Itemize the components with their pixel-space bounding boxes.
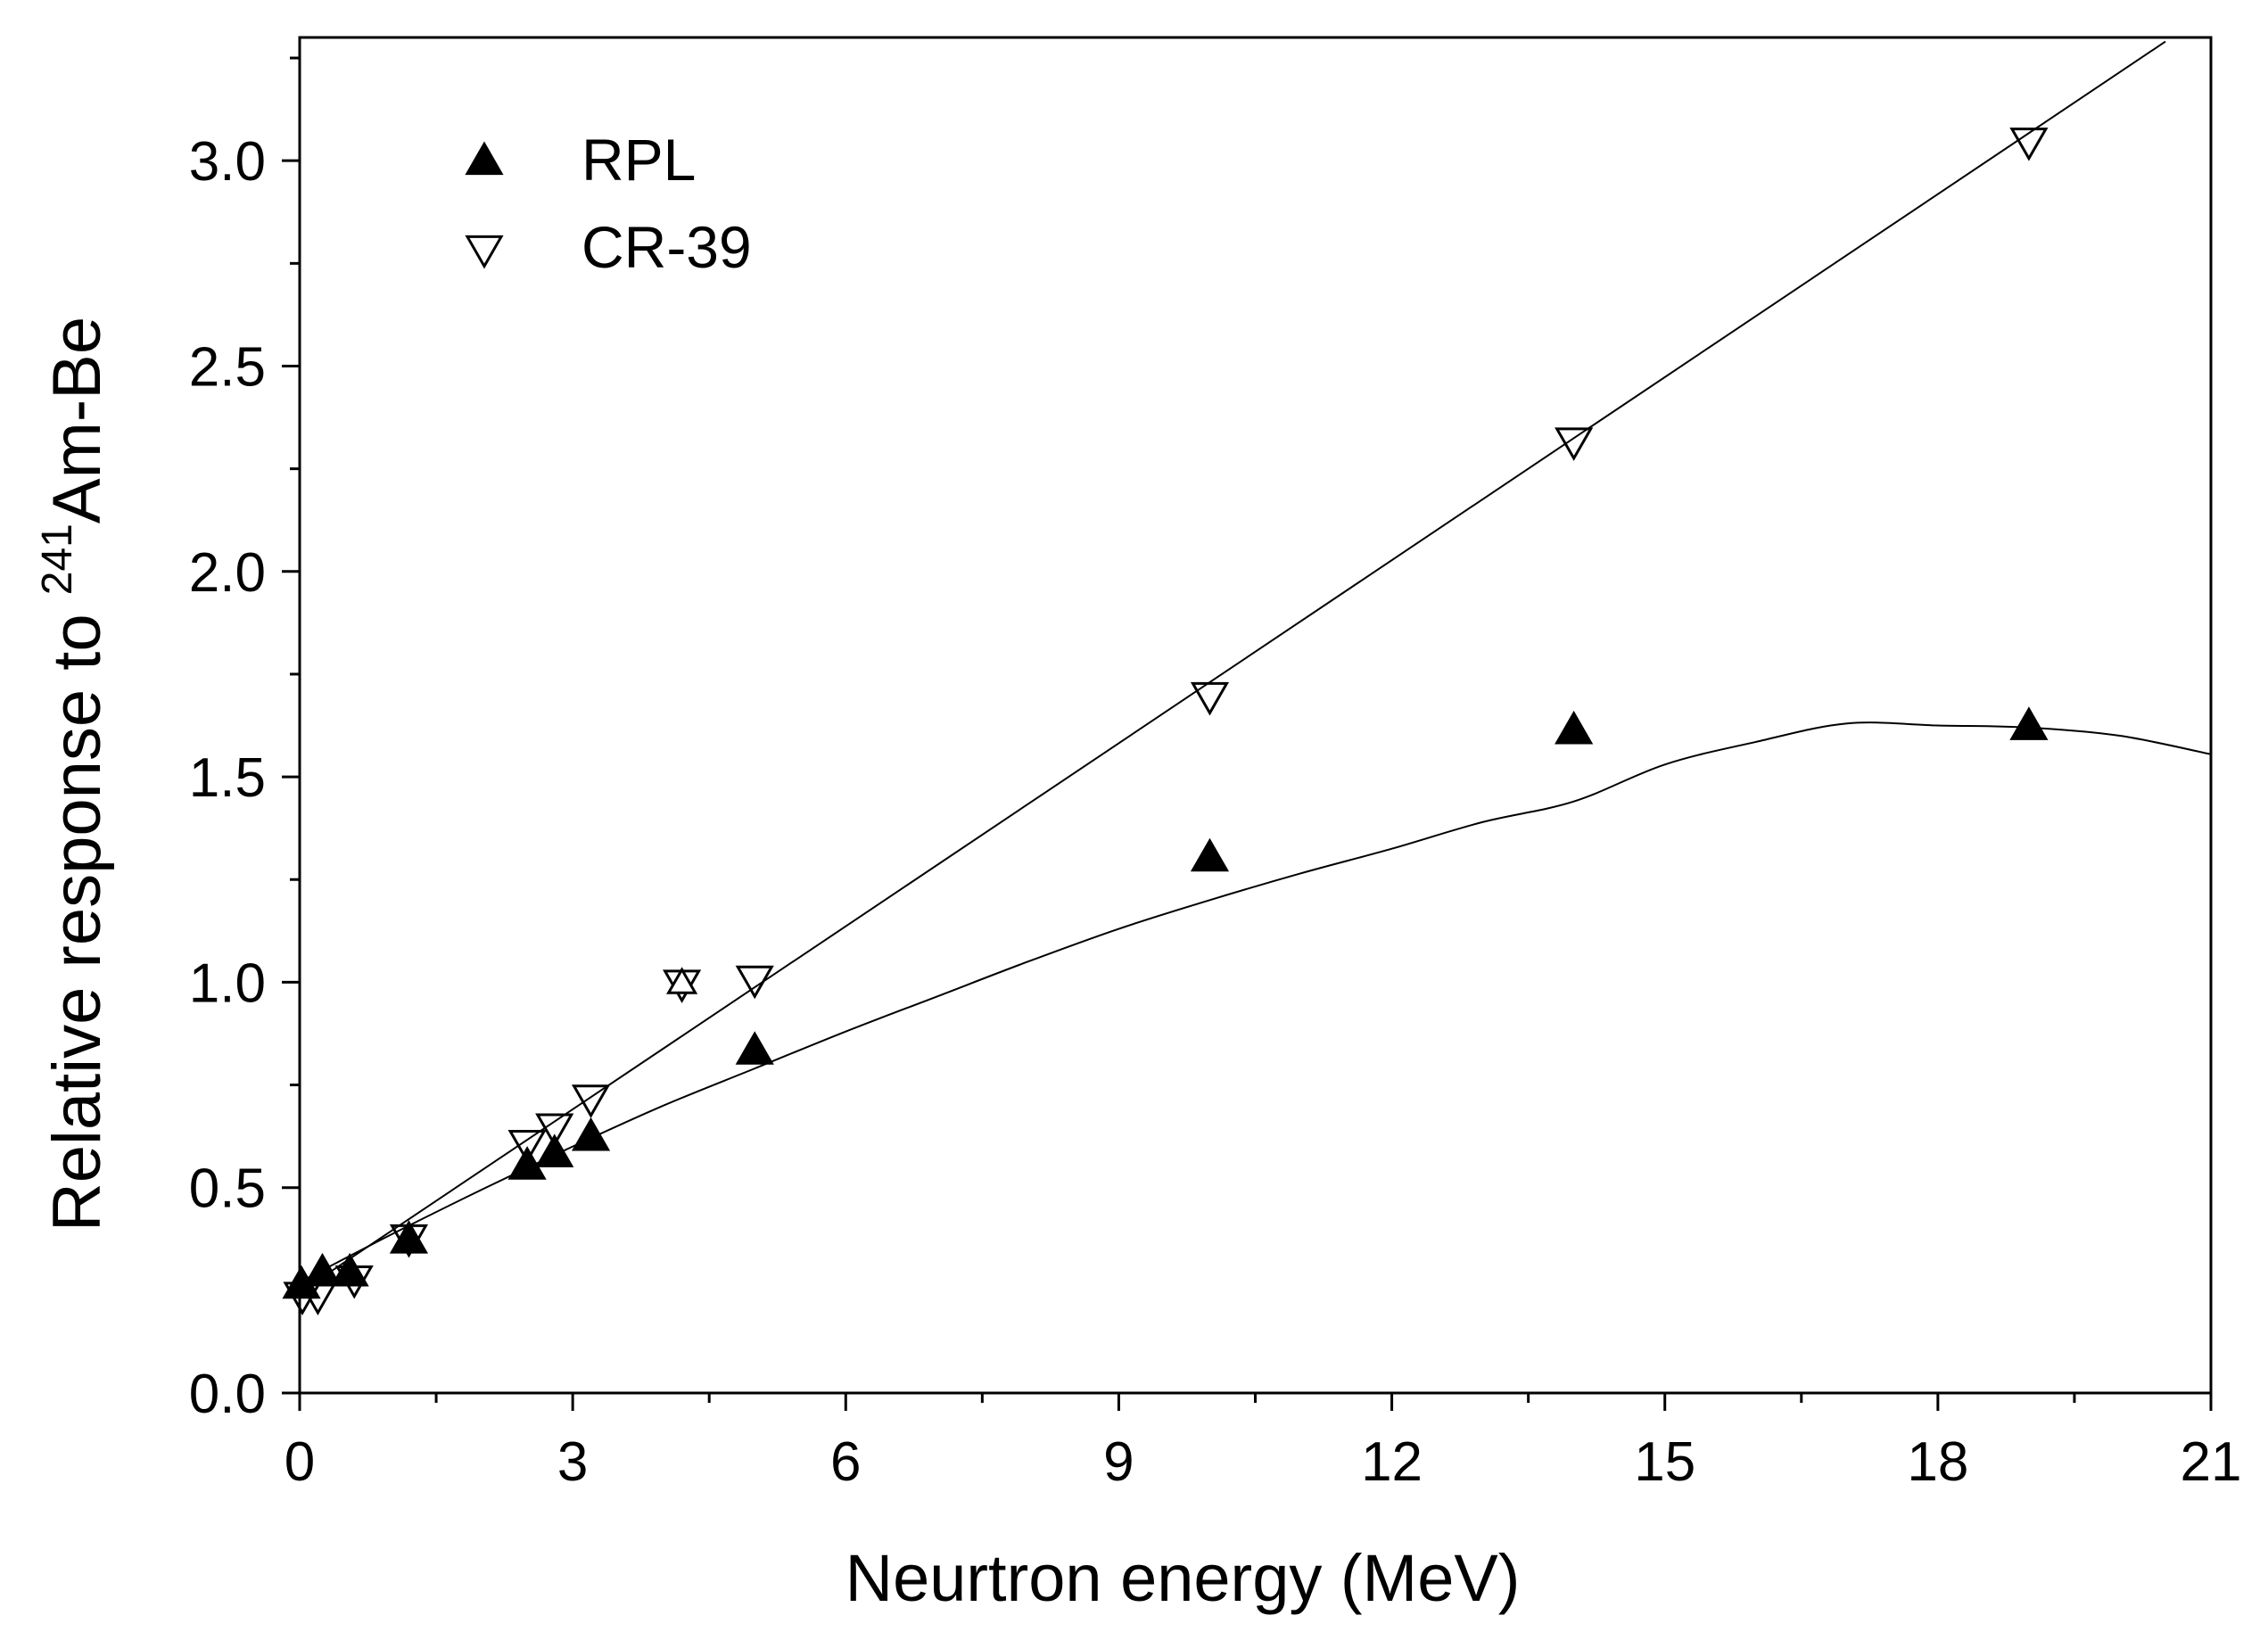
point-rpl bbox=[2009, 706, 2049, 740]
y-tick-label: 0.0 bbox=[189, 1364, 266, 1425]
point-cr-39 bbox=[298, 1282, 338, 1315]
y-axis-label: Relative response to 241Am-Be bbox=[34, 317, 115, 1232]
y-axis-label-prefix: Relative response to bbox=[39, 595, 115, 1232]
overlay-triangle-up bbox=[666, 967, 698, 994]
point-rpl bbox=[302, 1252, 342, 1287]
point-rpl bbox=[571, 1117, 611, 1151]
point-rpl bbox=[1190, 837, 1230, 872]
x-axis: 0 3 6 9 12 15 18 21 bbox=[285, 1393, 2242, 1493]
y-tick-label: 1.0 bbox=[189, 952, 266, 1014]
y-tick-label: 2.0 bbox=[189, 542, 266, 604]
point-cr-39 bbox=[507, 1129, 547, 1164]
legend-label-rpl: RPL bbox=[581, 127, 696, 193]
y-axis: 0.0 0.5 1.0 1.5 2.0 2.5 3.0 bbox=[189, 56, 300, 1425]
x-tick-label: 0 bbox=[285, 1431, 315, 1493]
y-axis-label-suffix: Am-Be bbox=[39, 317, 115, 523]
point-rpl bbox=[1555, 710, 1594, 745]
x-tick-label: 18 bbox=[1907, 1431, 1968, 1493]
point-cr-39 bbox=[1190, 681, 1230, 716]
point-cr-39 bbox=[389, 1224, 429, 1258]
y-tick-label: 0.5 bbox=[189, 1158, 266, 1220]
fit-line-cr-39 bbox=[300, 40, 2166, 1293]
point-rpl bbox=[735, 1031, 774, 1065]
fit-line-rpl bbox=[300, 721, 2211, 1283]
x-tick-label: 9 bbox=[1103, 1431, 1134, 1493]
x-tick-label: 12 bbox=[1361, 1431, 1423, 1493]
legend-marker-rpl bbox=[465, 141, 504, 176]
x-axis-label: Neurtron energy (MeV) bbox=[845, 1541, 1521, 1615]
point-rpl bbox=[330, 1252, 369, 1287]
point-cr-39 bbox=[571, 1084, 611, 1118]
y-tick-label: 1.5 bbox=[189, 747, 266, 809]
x-tick-label: 15 bbox=[1634, 1431, 1695, 1493]
x-tick-label: 21 bbox=[2181, 1431, 2242, 1493]
legend-label-cr-39: CR-39 bbox=[581, 214, 752, 280]
y-axis-label-superscript: 241 bbox=[34, 523, 81, 595]
data-points bbox=[282, 128, 2049, 1315]
point-cr-39 bbox=[2009, 128, 2049, 161]
x-tick-label: 3 bbox=[557, 1431, 588, 1493]
overlay-point bbox=[666, 967, 698, 994]
point-cr-39 bbox=[1555, 427, 1594, 461]
point-rpl bbox=[535, 1133, 574, 1167]
x-tick-label: 6 bbox=[830, 1431, 861, 1493]
point-cr-39 bbox=[334, 1265, 374, 1299]
y-tick-label: 3.0 bbox=[189, 131, 266, 193]
point-cr-39 bbox=[735, 965, 774, 1000]
fit-lines bbox=[300, 40, 2211, 1293]
legend-marker-cr-39 bbox=[465, 235, 504, 269]
legend: RPL CR-39 bbox=[465, 127, 752, 280]
y-tick-label: 2.5 bbox=[189, 336, 266, 398]
point-rpl bbox=[507, 1146, 547, 1180]
point-cr-39 bbox=[535, 1113, 574, 1148]
point-rpl bbox=[389, 1220, 429, 1254]
